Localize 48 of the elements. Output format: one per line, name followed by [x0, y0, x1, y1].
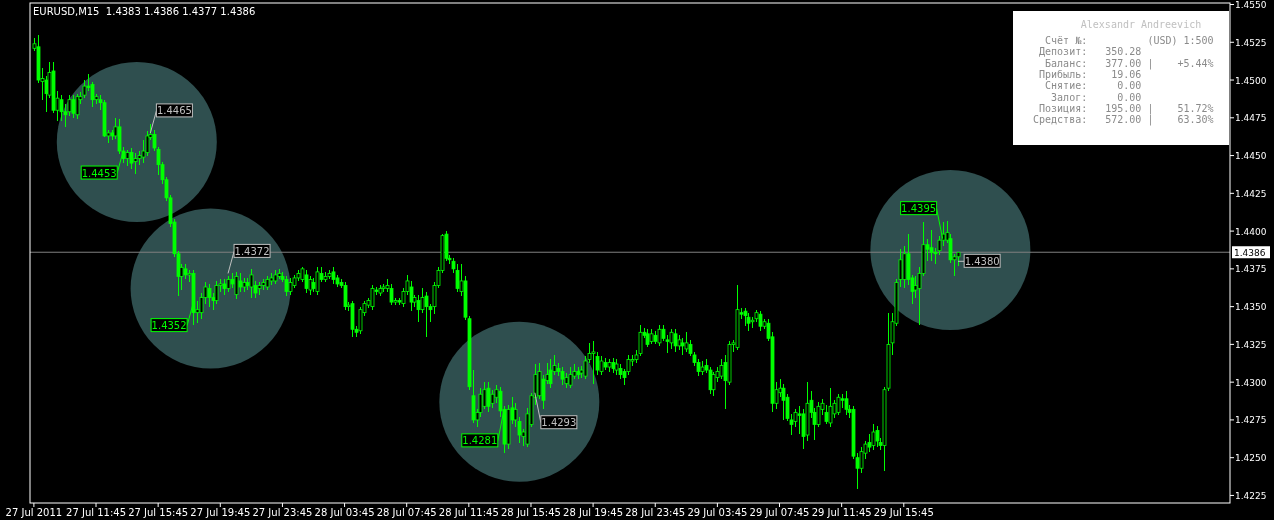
annotation: 1.4380: [964, 255, 1000, 267]
x-tick-label: 29 Jul 07:45: [749, 507, 810, 518]
y-tick-label: 1.4450: [1235, 151, 1267, 162]
y-tick-label: 1.4500: [1235, 75, 1267, 86]
x-tick-label: 28 Jul 11:45: [438, 507, 499, 518]
ref-line-label: 1.4386: [1234, 247, 1266, 258]
x-tick-label: 28 Jul 19:45: [563, 507, 624, 518]
x-tick-label: 27 Jul 19:45: [190, 507, 251, 518]
annotation: 1.4293: [541, 417, 577, 429]
x-tick-label: 29 Jul 11:45: [811, 507, 872, 518]
annotation: Залог: 0.00: [1027, 91, 1142, 103]
chart-title: EURUSD,M15 1.4383 1.4386 1.4377 1.4386: [33, 6, 256, 17]
x-tick-label: 27 Jul 2011: [5, 507, 63, 518]
y-tick-label: 1.4325: [1235, 339, 1267, 350]
annotation: Счёт №: (USD) 1:500: [1027, 35, 1214, 46]
y-tick-label: 1.4550: [1235, 0, 1267, 11]
y-tick-label: 1.4275: [1235, 415, 1267, 426]
y-tick-label: 1.4375: [1235, 264, 1267, 275]
annotation: 1.4395: [901, 203, 937, 215]
y-tick-label: 1.4425: [1235, 188, 1267, 199]
x-tick-label: 28 Jul 03:45: [314, 507, 375, 518]
y-tick-label: 1.4525: [1235, 37, 1267, 48]
x-tick-label: 27 Jul 15:45: [128, 507, 189, 518]
y-tick-label: 1.4225: [1235, 490, 1267, 501]
annotation: Средства: 572.00 | 63.30%: [1027, 114, 1214, 127]
annotation: 1.4352: [151, 320, 187, 332]
y-tick-label: 1.4350: [1235, 302, 1267, 313]
annotation: 1.4465: [156, 105, 192, 117]
x-tick-label: 28 Jul 07:45: [376, 507, 437, 518]
x-tick-label: 29 Jul 15:45: [873, 507, 934, 518]
x-tick-label: 28 Jul 15:45: [500, 507, 561, 518]
annotation: Баланс: 377.00 | +5.44%: [1027, 57, 1214, 70]
annotation: Депозит: 350.28: [1027, 46, 1142, 58]
y-tick-label: 1.4475: [1235, 113, 1267, 124]
annotation: Позиция: 195.00 | 51.72%: [1027, 102, 1214, 115]
y-tick-label: 1.4300: [1235, 377, 1267, 388]
annotation: Снятие: 0.00: [1027, 80, 1142, 92]
annotation: 1.4281: [462, 435, 498, 447]
y-tick-label: 1.4250: [1235, 453, 1267, 464]
text: Alexsandr Andreevich: [1080, 19, 1202, 30]
x-tick-label: 27 Jul 23:45: [252, 507, 313, 518]
annotation: Прибыль: 19.06: [1027, 68, 1142, 80]
x-tick-label: 27 Jul 11:45: [66, 507, 126, 518]
y-tick-label: 1.4400: [1235, 226, 1267, 237]
annotation: 1.4453: [81, 167, 117, 179]
x-tick-label: 28 Jul 23:45: [625, 507, 686, 518]
x-tick-label: 29 Jul 03:45: [687, 507, 748, 518]
annotation: 1.4372: [234, 245, 270, 257]
